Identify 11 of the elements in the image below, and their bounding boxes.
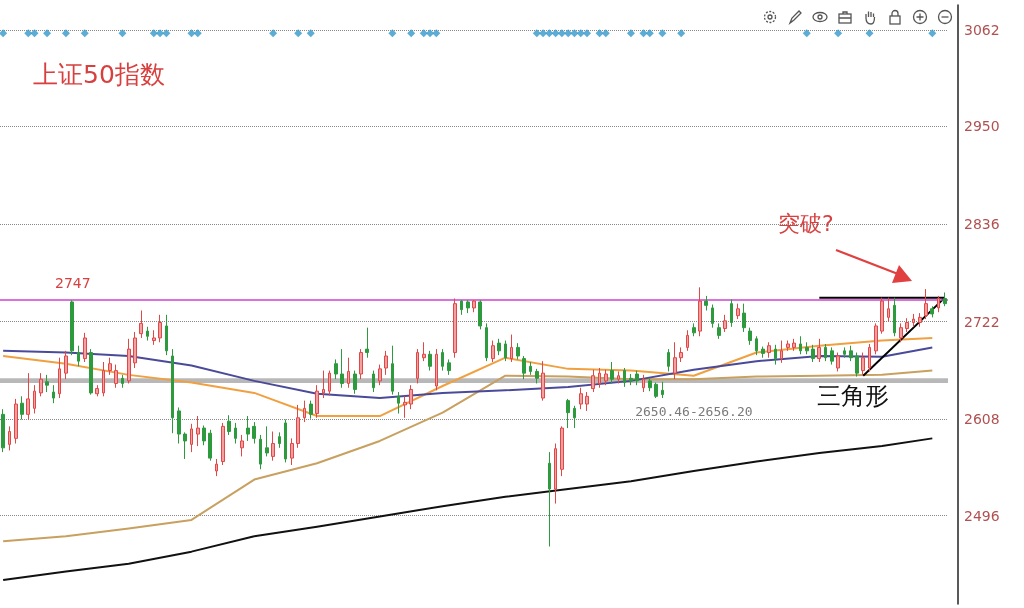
y-tick-label: 3062 — [964, 21, 1000, 38]
annotation: 突破? — [778, 210, 834, 236]
y-tick-label: 2496 — [964, 507, 1000, 524]
y-tick-label: 2950 — [964, 118, 1000, 134]
annotation: 三角形 — [817, 382, 889, 410]
y-tick-label: 2722 — [964, 313, 1000, 330]
y-tick-label: 2836 — [964, 215, 1000, 232]
ref-line-label: 2747 — [55, 275, 91, 292]
band-label: 2650.46-2656.20 — [635, 404, 753, 420]
y-tick-label: 2608 — [964, 411, 1000, 428]
text: 上证50指数 — [33, 60, 165, 89]
